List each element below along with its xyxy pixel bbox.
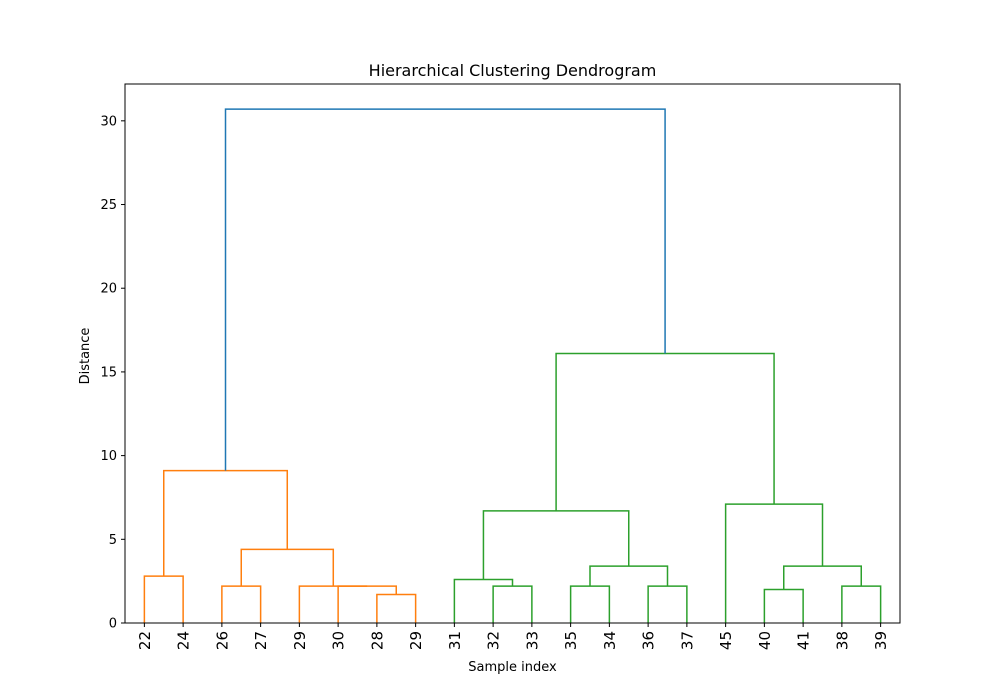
y-tick-label: 30	[100, 114, 117, 129]
leaf-label: 34	[601, 631, 619, 650]
leaf-label: 41	[795, 631, 813, 650]
chart-title: Hierarchical Clustering Dendrogram	[369, 61, 657, 80]
leaf-label: 37	[678, 631, 696, 650]
dendrogram-link	[163, 469, 289, 577]
dendrogram-link	[841, 585, 882, 623]
dendrogram-link	[240, 548, 335, 587]
dendrogram-link	[569, 585, 611, 623]
leaf-label: 31	[446, 631, 464, 650]
leaf-label: 29	[291, 631, 309, 650]
leaf-label: 28	[368, 631, 386, 650]
y-tick-label: 0	[109, 617, 117, 632]
dendrogram-link	[482, 510, 630, 580]
leaf-label: 40	[756, 631, 774, 650]
dendrogram-links	[143, 108, 882, 623]
y-tick-label: 25	[100, 198, 117, 213]
leaf-label: 36	[640, 631, 658, 650]
dendrogram-link	[763, 588, 804, 623]
leaf-label: 26	[213, 631, 231, 650]
dendrogram-link	[647, 585, 688, 623]
leaf-label: 30	[330, 631, 348, 650]
dendrogram-link	[224, 108, 666, 471]
dendrogram-link	[492, 585, 533, 623]
y-tick-label: 5	[109, 533, 117, 548]
leaf-label: 35	[562, 631, 580, 650]
leaf-label: 33	[523, 631, 541, 650]
leaf-label: 29	[407, 631, 425, 650]
plot-area-frame	[124, 83, 901, 624]
y-tick-label: 20	[100, 282, 117, 297]
leaf-label: 24	[175, 631, 193, 650]
leaf-label: 32	[485, 631, 503, 650]
x-axis-label: Sample index	[468, 660, 557, 675]
dendrogram-link	[298, 585, 368, 623]
leaf-label: 45	[717, 631, 735, 650]
leaf-label: 27	[252, 631, 270, 650]
y-tick-label: 10	[100, 449, 117, 464]
leaf-label: 38	[833, 631, 851, 650]
x-axis-ticks: 22 24 26 27 29 30 28 29 31 32 33 35 34 36 37 45 40 41 38 39	[136, 623, 890, 650]
dendrogram-link	[221, 585, 262, 623]
y-tick-label: 15	[100, 365, 117, 380]
y-axis-label: Distance	[78, 328, 93, 385]
leaf-label: 22	[136, 631, 154, 650]
leaf-label: 39	[872, 631, 890, 650]
y-axis-ticks: 0 5 10 15 20 25 30	[100, 114, 125, 632]
